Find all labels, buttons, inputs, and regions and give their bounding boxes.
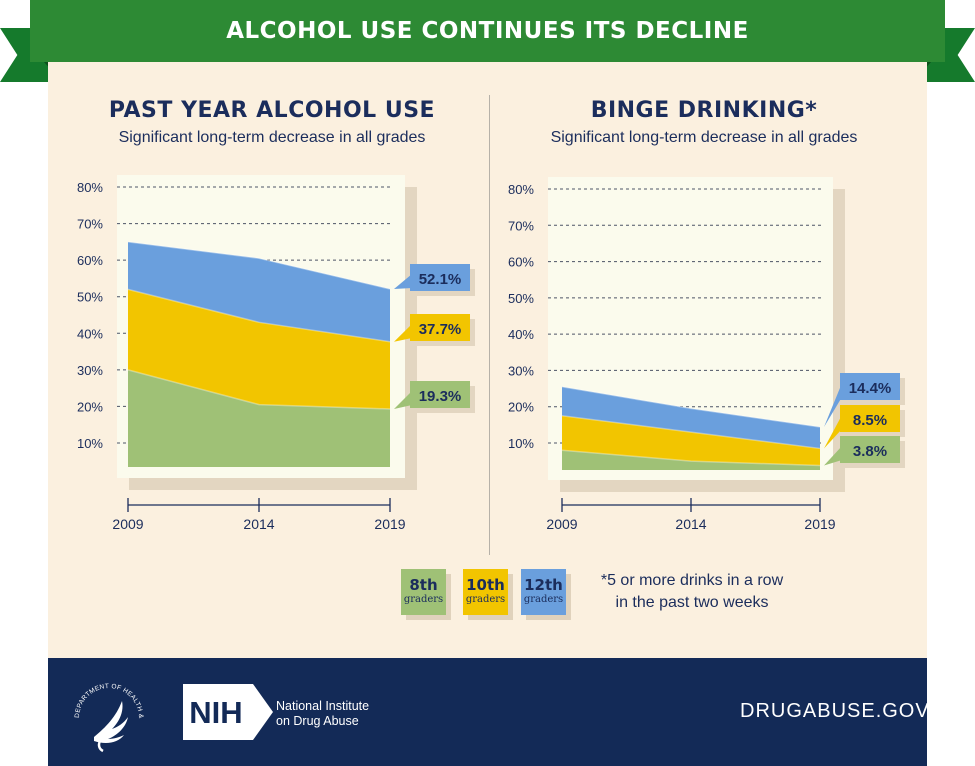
legend-10th-word: graders <box>465 594 506 605</box>
callout-pointer-10th <box>824 415 842 449</box>
x-tick-label: 2014 <box>243 516 274 532</box>
y-tick-label: 80% <box>77 180 103 195</box>
chart-divider <box>489 95 490 555</box>
nida-name-line-2: on Drug Abuse <box>276 714 359 728</box>
eagle-profile-icon <box>97 740 104 753</box>
area-8th-graders <box>128 369 390 467</box>
y-tick-label: 80% <box>508 182 534 197</box>
callout-pointer-8th <box>394 391 412 409</box>
eagle-icon <box>94 701 128 743</box>
chart-title-alcohol-use: PAST YEAR ALCOHOL USE <box>108 98 436 123</box>
callout-pointer-12th <box>824 383 842 428</box>
banner-title: ALCOHOL USE CONTINUES ITS DECLINE <box>30 0 945 62</box>
data-label-12th: 52.1% <box>419 271 462 288</box>
callout-box-8th <box>840 436 900 463</box>
data-label-10th: 37.7% <box>419 321 462 338</box>
x-tick-label: 2019 <box>374 516 405 532</box>
series-edge-10th <box>127 288 391 343</box>
chart-title-binge-drinking: BINGE DRINKING* <box>590 98 818 123</box>
y-tick-label: 60% <box>508 255 534 270</box>
y-tick-label: 70% <box>508 218 534 233</box>
y-tick-label: 60% <box>77 253 103 268</box>
nida-name-line-1: National Institute <box>276 699 370 713</box>
hhs-seal-logo: DEPARTMENT OF HEALTH & HUMAN SERVICES US… <box>72 681 144 753</box>
data-label-8th: 19.3% <box>419 388 462 405</box>
x-tick-label: 2009 <box>112 516 143 532</box>
x-tick-label: 2019 <box>804 516 835 532</box>
legend-10th-label: 10th <box>466 576 505 594</box>
y-tick-label: 10% <box>508 436 534 451</box>
y-tick-label: 20% <box>77 399 103 414</box>
y-tick-label: 50% <box>508 291 534 306</box>
nih-logo: NIH <box>183 684 273 740</box>
callout-pointer-12th <box>394 274 412 290</box>
footnote-line-1: *5 or more drinks in a row <box>600 572 784 589</box>
legend-10th-graders: 10th graders <box>463 569 508 615</box>
chart-subtitle-binge-drinking: Significant long-term decrease in all gr… <box>550 129 858 146</box>
legend-8th-label: 8th <box>409 576 438 594</box>
legend-8th-word: graders <box>403 594 444 605</box>
x-tick-label: 2009 <box>546 516 577 532</box>
hhs-seal-text: DEPARTMENT OF HEALTH & HUMAN SERVICES US… <box>72 681 144 719</box>
nida-name: National Institute on Drug Abuse <box>276 699 369 729</box>
callout-box-10th <box>410 314 470 341</box>
chart-subtitle-alcohol-use: Significant long-term decrease in all gr… <box>118 129 426 146</box>
legend-8th-graders: 8th graders <box>401 569 446 615</box>
y-tick-label: 30% <box>77 363 103 378</box>
y-tick-label: 40% <box>508 327 534 342</box>
y-tick-label: 20% <box>508 400 534 415</box>
callout-pointer-8th <box>824 446 842 466</box>
callout-box-12th <box>410 264 470 291</box>
callout-box-12th <box>840 373 900 400</box>
legend-12th-graders: 12th graders <box>521 569 566 615</box>
callout-box-8th <box>410 381 470 408</box>
series-edge-8th <box>561 449 821 467</box>
y-tick-label: 40% <box>77 326 103 341</box>
series-edge-8th <box>127 369 391 410</box>
hhs-seal-text-path: DEPARTMENT OF HEALTH & HUMAN SERVICES US… <box>72 681 144 719</box>
callout-pointer-10th <box>394 324 412 342</box>
nih-logo-text: NIH <box>189 695 242 730</box>
footnote: *5 or more drinks in a row in the past t… <box>592 570 792 614</box>
legend-12th-label: 12th <box>524 576 563 594</box>
y-tick-label: 30% <box>508 363 534 378</box>
area-8th-graders <box>562 450 820 470</box>
website-link[interactable]: DRUGABUSE.GOV <box>740 700 930 722</box>
footnote-line-2: in the past two weeks <box>615 594 769 611</box>
series-edge-10th <box>561 415 821 450</box>
y-tick-label: 10% <box>77 436 103 451</box>
data-label-12th: 14.4% <box>849 380 892 397</box>
series-edge-12th <box>127 241 391 290</box>
data-label-8th: 3.8% <box>853 443 887 460</box>
legend-12th-word: graders <box>523 594 564 605</box>
y-tick-label: 70% <box>77 217 103 232</box>
y-tick-label: 50% <box>77 290 103 305</box>
nih-logo-badge <box>183 684 273 740</box>
x-tick-label: 2014 <box>675 516 706 532</box>
series-edge-12th <box>561 386 821 428</box>
callout-box-10th <box>840 405 900 432</box>
data-label-10th: 8.5% <box>853 412 887 429</box>
